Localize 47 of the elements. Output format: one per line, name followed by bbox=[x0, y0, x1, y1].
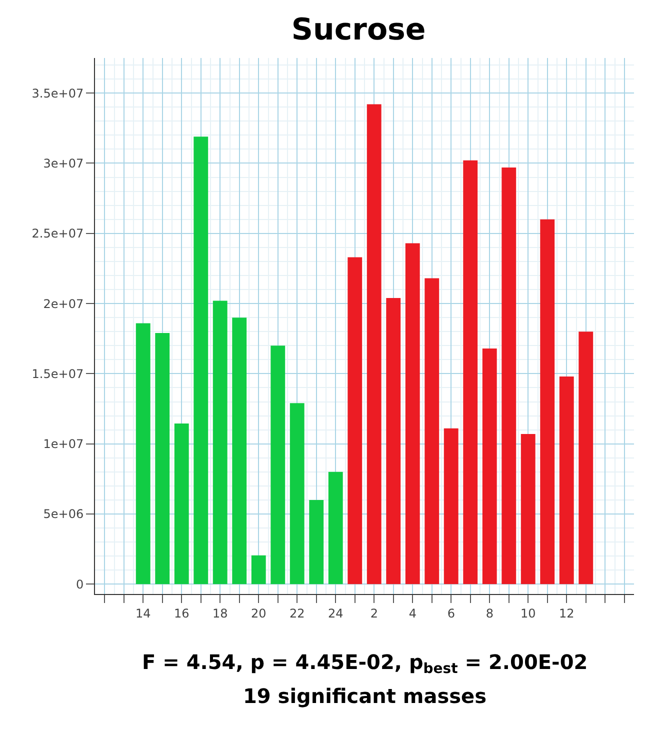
bar bbox=[482, 348, 497, 584]
bar bbox=[136, 323, 150, 584]
x-tick-label: 18 bbox=[212, 606, 228, 620]
bar bbox=[463, 160, 478, 584]
x-tick-label: 6 bbox=[447, 606, 455, 620]
x-tick-label: 24 bbox=[328, 606, 344, 620]
y-tick-label: 2e+07 bbox=[43, 296, 84, 311]
y-tick-label: 5e+06 bbox=[43, 507, 84, 522]
bar bbox=[366, 104, 382, 584]
bar bbox=[290, 403, 304, 584]
x-tick-label: 22 bbox=[289, 606, 305, 620]
bar bbox=[578, 332, 594, 584]
bar bbox=[251, 555, 266, 584]
x-tick-label: 12 bbox=[558, 606, 574, 620]
x-tick-label: 8 bbox=[486, 606, 494, 620]
bar bbox=[444, 428, 458, 584]
bar bbox=[155, 333, 170, 584]
y-tick-label: 3.5e+07 bbox=[32, 86, 84, 100]
bar bbox=[232, 318, 247, 584]
bar bbox=[270, 346, 286, 584]
x-tick-label: 4 bbox=[408, 606, 416, 620]
bar bbox=[386, 298, 401, 584]
bar bbox=[194, 136, 208, 584]
y-tick-label: 1e+07 bbox=[43, 437, 84, 452]
bar bbox=[405, 243, 420, 584]
bar bbox=[559, 376, 574, 584]
text: F = 4.54, p = 4.45E-02, p$_{best}$ = 2.00E-02 bbox=[142, 650, 588, 678]
bar bbox=[424, 278, 440, 584]
text: 19 significant masses bbox=[243, 684, 487, 708]
y-tick-label: 0 bbox=[76, 577, 84, 592]
x-tick-label: 16 bbox=[174, 606, 190, 620]
x-tick-label: 14 bbox=[135, 606, 151, 620]
y-tick-label: 1.5e+07 bbox=[32, 366, 84, 381]
x-tick-label: 2 bbox=[370, 606, 378, 620]
y-tick-label: 3e+07 bbox=[43, 156, 84, 170]
bar bbox=[309, 500, 324, 584]
bar bbox=[520, 434, 536, 584]
x-tick-label: 10 bbox=[520, 606, 536, 620]
bar bbox=[174, 424, 189, 584]
bar bbox=[348, 257, 362, 584]
bar bbox=[502, 167, 516, 584]
bar bbox=[540, 219, 555, 584]
x-tick-label: 20 bbox=[250, 606, 266, 620]
y-tick-label: 2.5e+07 bbox=[32, 226, 84, 241]
bar bbox=[328, 472, 343, 584]
bar bbox=[212, 300, 228, 584]
chart-title: Sucrose bbox=[291, 12, 426, 48]
